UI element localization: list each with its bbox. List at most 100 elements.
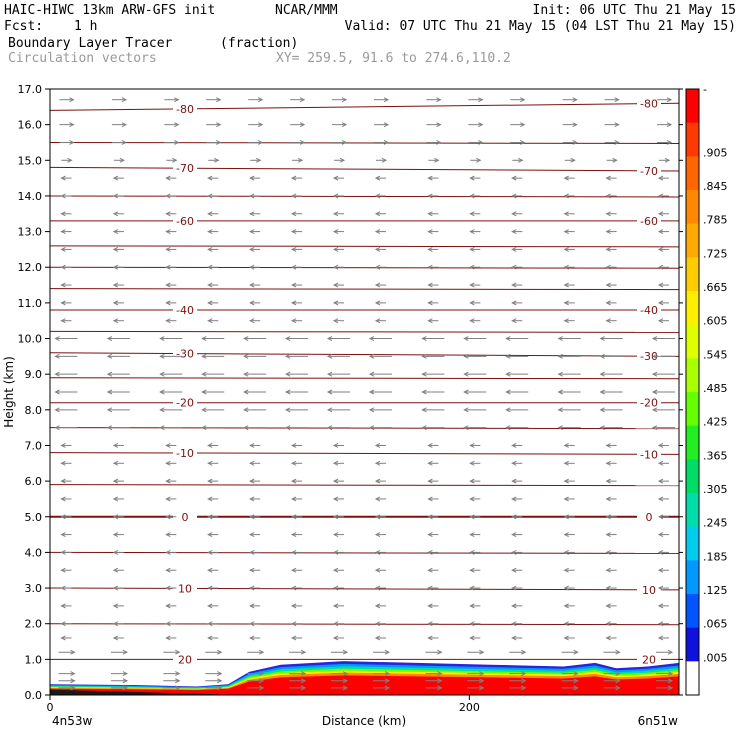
- wind-vector-head: [326, 425, 333, 431]
- wind-vector-head: [511, 211, 517, 217]
- wind-vector-head: [249, 567, 255, 573]
- wind-vector-head: [207, 175, 213, 181]
- wind-vector-head: [165, 193, 171, 199]
- wind-vector-head: [165, 460, 171, 466]
- wind-vector-head: [201, 407, 207, 413]
- wind-vector-head: [60, 443, 66, 448]
- wind-vector-head: [332, 246, 339, 252]
- isotherm-line: [49, 245, 680, 248]
- field-units: (fraction): [220, 36, 298, 51]
- wind-vector-head: [332, 635, 339, 641]
- wind-vector-head: [332, 514, 339, 520]
- wind-vector-head: [290, 193, 297, 199]
- wind-vector-head: [421, 353, 427, 359]
- wind-vector-head: [326, 353, 333, 359]
- wind-vector-head: [207, 229, 213, 235]
- wind-vector-head: [165, 211, 171, 217]
- wind-vector-head: [511, 193, 517, 199]
- wind-vector-head: [469, 282, 475, 288]
- wind-vector-head: [572, 140, 578, 145]
- wind-vector-head: [70, 671, 76, 677]
- xy-endpoints: XY= 259.5, 91.6 to 274.6,110.2: [276, 51, 511, 66]
- isotherm-label-bg: [173, 396, 197, 408]
- colorbar-swatch: [686, 358, 699, 393]
- wind-vector-head: [479, 678, 485, 684]
- wind-vector-head: [165, 246, 171, 252]
- endpoint-right: 6n51w: [638, 714, 679, 728]
- wind-vector-head: [159, 353, 165, 359]
- wind-vector-head: [284, 371, 291, 377]
- wind-vector-head: [421, 425, 427, 431]
- y-tick-label: 17.0: [18, 83, 43, 96]
- wind-vector-head: [332, 549, 339, 555]
- wind-vector-head: [165, 496, 171, 502]
- wind-vector-head: [384, 671, 391, 677]
- wind-vector-head: [657, 229, 664, 235]
- wind-vector-head: [563, 246, 569, 252]
- wind-vector-head: [374, 532, 381, 538]
- wind-vector-head: [54, 407, 60, 413]
- wind-vector-head: [332, 211, 339, 217]
- wind-vector-head: [112, 318, 119, 324]
- wind-vector-head: [657, 549, 664, 555]
- isotherm-label-bg: [173, 510, 197, 522]
- wind-vector-head: [469, 585, 475, 591]
- wind-vector-head: [290, 175, 297, 181]
- wind-vector-head: [557, 371, 563, 377]
- colorbar-swatch: [686, 526, 699, 561]
- colorbar-swatch: [686, 156, 699, 191]
- wind-vector-head: [165, 621, 171, 627]
- init-time: Init: 06 UTC Thu 21 May 15: [533, 3, 737, 18]
- colorbar-label: .905: [703, 146, 728, 159]
- wind-vector-head: [174, 122, 180, 128]
- wind-vector-head: [599, 389, 605, 395]
- wind-vector-head: [207, 621, 213, 627]
- wind-vector-head: [174, 140, 180, 145]
- wind-vector-head: [332, 175, 339, 181]
- wind-vector-head: [599, 336, 605, 341]
- wind-vector-head: [511, 514, 517, 520]
- wind-vector-head: [421, 407, 427, 413]
- wind-vector-head: [657, 264, 664, 270]
- wind-vector-head: [427, 603, 433, 609]
- isotherm-line: [49, 623, 680, 626]
- wind-vector-head: [70, 678, 76, 684]
- wind-vector-head: [657, 478, 664, 484]
- wind-vector-head: [175, 649, 181, 655]
- wind-vector-head: [463, 353, 469, 359]
- y-tick-label: 1.0: [25, 653, 43, 666]
- terrain-strip: [50, 689, 218, 695]
- wind-vector-head: [374, 211, 381, 217]
- wind-vector-head: [476, 157, 482, 163]
- y-tick-label: 15.0: [18, 154, 43, 167]
- wind-vector-head: [207, 211, 213, 217]
- wind-vector-head: [605, 318, 611, 324]
- wind-vector-head: [518, 157, 524, 163]
- wind-vector-head: [216, 97, 222, 103]
- wind-vector-head: [332, 496, 339, 502]
- wind-vector-head: [332, 193, 339, 199]
- wind-vector-head: [469, 246, 475, 252]
- isotherm-label: -30: [176, 348, 194, 361]
- colorbar-label: .605: [703, 315, 728, 328]
- wind-vector-head: [249, 585, 255, 591]
- wind-vector-head: [374, 478, 381, 484]
- wind-vector-head: [657, 300, 664, 306]
- wind-vector-head: [106, 336, 113, 341]
- wind-vector-head: [249, 532, 255, 538]
- wind-vector-head: [437, 678, 443, 684]
- colorbar-swatch: [686, 594, 699, 629]
- isotherm-label: 20: [178, 653, 192, 666]
- isotherm-label: -60: [640, 215, 658, 228]
- wind-vector-head: [207, 603, 213, 609]
- wind-vector-head: [214, 157, 220, 163]
- wind-vector-head: [667, 685, 674, 691]
- wind-vector-head: [290, 478, 297, 484]
- isotherm-line: [49, 195, 680, 198]
- wind-vector-head: [249, 175, 255, 181]
- wind-vector-head: [368, 336, 375, 341]
- field-name: Boundary Layer Tracer: [8, 36, 173, 51]
- wind-vector-head: [657, 282, 664, 288]
- isotherm-label-bg: [173, 162, 197, 174]
- wind-vector-head: [165, 175, 171, 181]
